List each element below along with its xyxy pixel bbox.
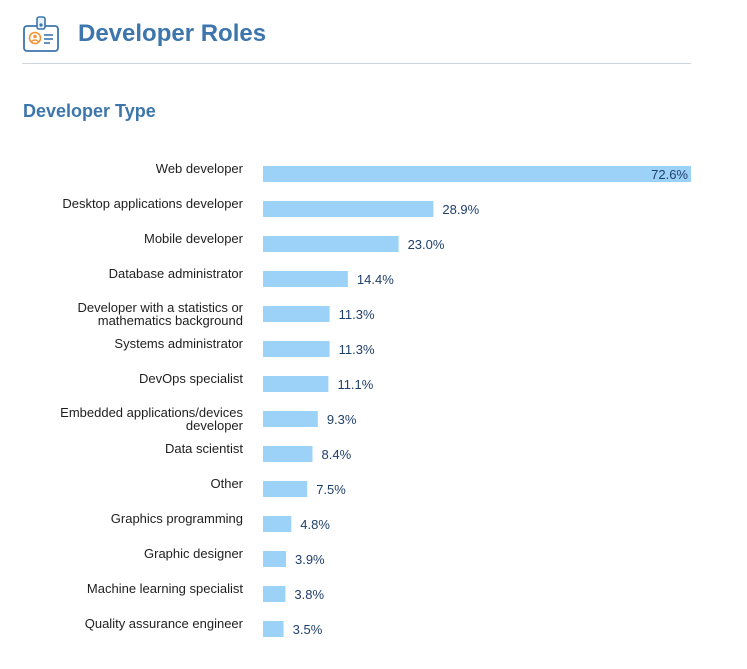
value-label: 14.4% [357,272,394,287]
value-label: 7.5% [316,482,346,497]
bar [263,551,286,567]
value-label: 9.3% [327,412,357,427]
id-badge-icon [23,16,59,52]
category-label: DevOps specialist [139,371,243,386]
header-divider [22,63,691,64]
value-label: 4.8% [300,517,330,532]
category-label: Quality assurance engineer [85,616,244,631]
bar [263,341,330,357]
category-label: Graphics programming [111,511,243,526]
value-label: 3.9% [295,552,325,567]
value-label: 3.5% [293,622,323,637]
category-label: Graphic designer [144,546,244,561]
category-label: Web developer [156,161,244,176]
value-label: 28.9% [442,202,479,217]
category-label: Machine learning specialist [87,581,243,596]
category-label: Developer with a statistics or mathematic… [78,300,244,328]
value-label: 72.6% [651,167,688,182]
category-label: Systems administrator [114,336,243,351]
bar [263,481,308,497]
bar [263,446,313,462]
section-title: Developer Type [23,101,156,121]
category-label: Database administrator [109,266,244,281]
value-label: 11.3% [339,307,375,322]
bar [263,306,330,322]
header: Developer Roles [22,14,692,64]
page-title: Developer Roles [78,20,267,47]
category-label: Mobile developer [144,231,244,246]
category-label: Data scientist [165,441,243,456]
bar [263,586,286,602]
value-label: 3.8% [294,587,324,602]
value-label: 11.1% [337,377,373,392]
bar [263,166,691,182]
value-label: 11.3% [339,342,375,357]
category-label: Desktop applications developer [62,196,243,211]
value-label: 8.4% [322,447,352,462]
bar [263,201,434,217]
bar [263,376,329,392]
bar [263,516,292,532]
category-label: Embedded applications/devices developer [60,405,244,433]
bar [263,621,284,637]
value-label: 23.0% [408,237,445,252]
bar [263,271,348,287]
category-label: Other [210,476,243,491]
bar [263,411,318,427]
bar [263,236,399,252]
